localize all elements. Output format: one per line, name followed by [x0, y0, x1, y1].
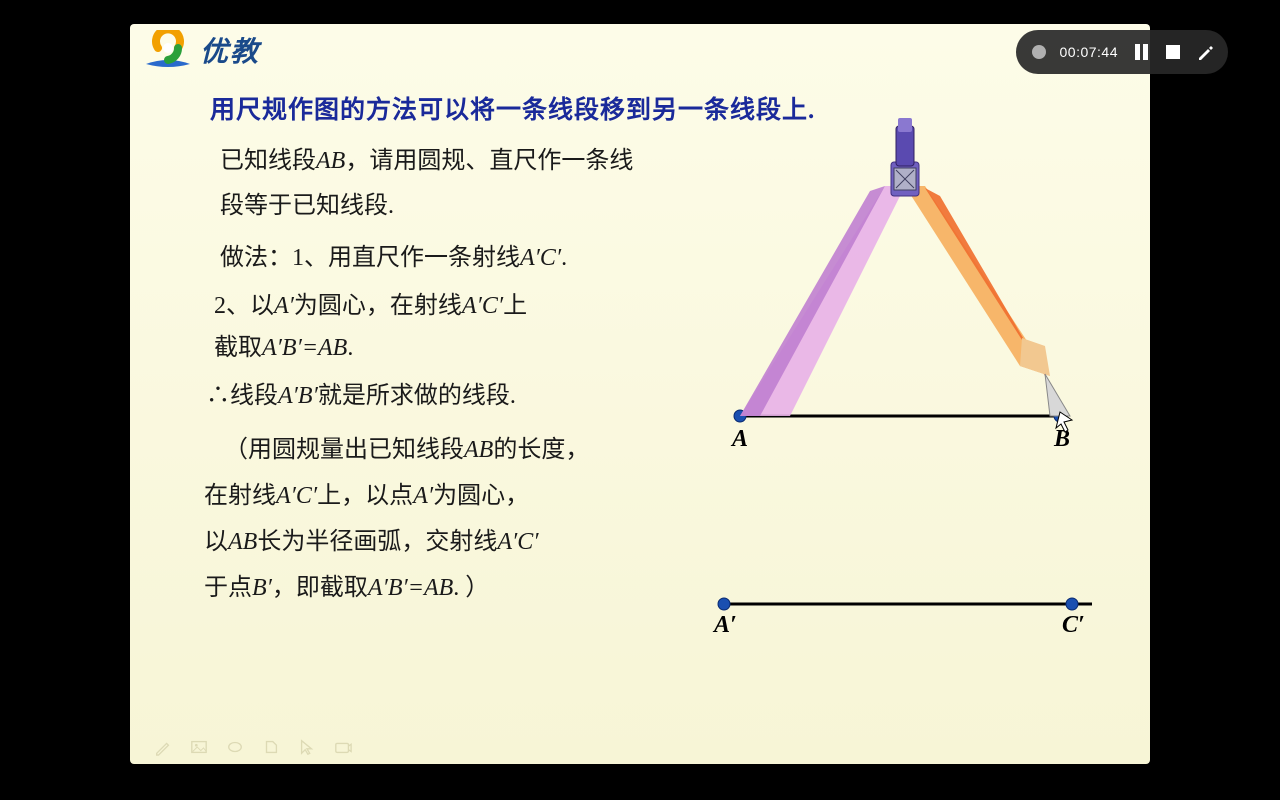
- slide: 优教 用尺规作图的方法可以将一条线段移到另一条线段上. 已知线段AB，请用圆规、…: [130, 24, 1150, 764]
- pen-icon[interactable]: [154, 738, 172, 756]
- edit-button[interactable]: [1196, 43, 1214, 61]
- pause-button[interactable]: [1132, 43, 1150, 61]
- recorder-bar: 00:07:44: [1016, 30, 1229, 74]
- point-a-label: A: [730, 426, 748, 452]
- line-3: 做法：1、用直尺作一条射线A′C′.: [220, 236, 567, 282]
- stop-button[interactable]: [1164, 43, 1182, 61]
- brand-name: 优教: [200, 30, 260, 70]
- pointer-icon[interactable]: [298, 738, 316, 756]
- line-9: 以AB长为半径画弧，交射线A′C′: [204, 520, 539, 566]
- point-a-prime-label: A′: [712, 612, 737, 638]
- line-6: ∴线段A′B′就是所求做的线段.: [206, 374, 516, 420]
- recorder-time: 00:07:44: [1060, 44, 1119, 60]
- clear-icon[interactable]: [262, 738, 280, 756]
- eraser-icon[interactable]: [226, 738, 244, 756]
- brand-logo-mark: [144, 30, 192, 70]
- line-4: 2、以A′为圆心，在射线A′C′上: [214, 284, 527, 330]
- line-8: 在射线A′C′上，以点A′为圆心，: [204, 474, 529, 520]
- figure-compass-ab: A B: [710, 116, 1090, 436]
- figure-ray-ac: A′ C′: [702, 574, 1102, 654]
- line-10: 于点B′，即截取A′B′=AB. ）: [204, 566, 489, 612]
- image-icon[interactable]: [190, 738, 208, 756]
- annotator-toolbar: [154, 738, 352, 756]
- record-indicator-icon: [1032, 45, 1046, 59]
- brand-logo: 优教: [144, 30, 260, 70]
- camera-icon[interactable]: [334, 738, 352, 756]
- line-1: 已知线段AB，请用圆规、直尺作一条线: [220, 139, 633, 185]
- line-7: （用圆规量出已知线段AB的长度，: [224, 428, 589, 474]
- point-c-prime-label: C′: [1062, 612, 1085, 638]
- line-2: 段等于已知线段.: [220, 184, 394, 230]
- line-5: 截取A′B′=AB.: [214, 326, 353, 372]
